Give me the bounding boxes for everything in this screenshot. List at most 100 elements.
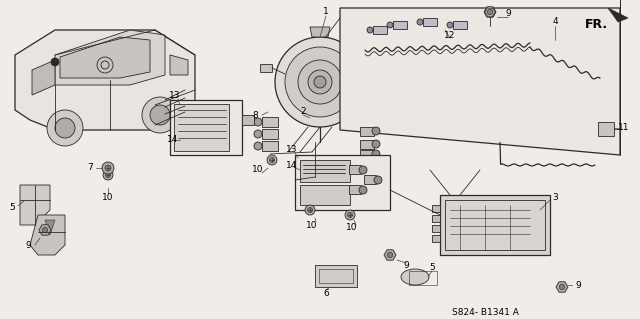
Circle shape (367, 27, 373, 33)
Circle shape (254, 118, 262, 126)
Bar (349, 165, 361, 174)
Bar (170, 100, 242, 155)
Circle shape (485, 7, 495, 17)
Circle shape (417, 19, 423, 25)
Text: 12: 12 (444, 31, 456, 40)
Text: 13: 13 (286, 145, 298, 154)
Text: 9: 9 (505, 10, 511, 19)
Bar (432, 215, 440, 222)
Circle shape (142, 97, 178, 133)
Circle shape (254, 130, 262, 138)
Polygon shape (45, 220, 55, 235)
Text: 10: 10 (102, 194, 114, 203)
Circle shape (387, 252, 393, 258)
Text: 5: 5 (429, 263, 435, 271)
Circle shape (372, 127, 380, 135)
Circle shape (269, 158, 275, 162)
Bar (349, 185, 361, 194)
Text: 10: 10 (252, 166, 264, 174)
Circle shape (359, 186, 367, 194)
Circle shape (372, 150, 380, 158)
Bar (300, 185, 350, 205)
Text: 9: 9 (25, 241, 31, 249)
Bar (432, 235, 440, 242)
Text: 2: 2 (300, 108, 306, 116)
Text: 10: 10 (346, 224, 358, 233)
Bar (364, 175, 376, 184)
Circle shape (314, 76, 326, 88)
Bar (300, 160, 350, 182)
Text: 13: 13 (169, 91, 180, 100)
Bar (373, 26, 387, 34)
Circle shape (102, 162, 114, 174)
Bar (432, 225, 440, 232)
Circle shape (267, 155, 277, 165)
Circle shape (103, 170, 113, 180)
Bar (262, 129, 278, 139)
Circle shape (559, 284, 564, 290)
Text: 14: 14 (286, 160, 298, 169)
Circle shape (51, 58, 59, 66)
Polygon shape (15, 30, 195, 130)
Bar (174, 104, 229, 151)
Circle shape (275, 37, 365, 127)
Text: 14: 14 (167, 136, 179, 145)
Polygon shape (340, 8, 620, 155)
Bar (432, 205, 440, 212)
Circle shape (285, 47, 355, 117)
Polygon shape (310, 27, 330, 37)
Bar (423, 18, 437, 26)
Bar (409, 271, 437, 285)
Bar (453, 21, 467, 29)
Text: 8: 8 (252, 110, 258, 120)
Text: 9: 9 (403, 261, 409, 270)
Circle shape (487, 9, 493, 15)
Circle shape (372, 140, 380, 148)
Bar (242, 115, 254, 125)
Circle shape (345, 210, 355, 220)
Text: 10: 10 (307, 220, 317, 229)
Ellipse shape (401, 269, 429, 285)
Bar (360, 150, 374, 159)
Text: FR.: FR. (585, 18, 608, 31)
Polygon shape (60, 37, 150, 78)
Text: 7: 7 (87, 164, 93, 173)
Bar (360, 127, 374, 136)
Circle shape (307, 207, 312, 212)
Bar (295, 155, 390, 210)
Polygon shape (32, 60, 55, 95)
Bar (262, 117, 278, 127)
Bar (445, 200, 545, 250)
Text: 9: 9 (575, 280, 581, 290)
Circle shape (374, 176, 382, 184)
Bar (393, 21, 407, 29)
Text: S824- B1341 A: S824- B1341 A (452, 308, 519, 317)
Polygon shape (55, 30, 165, 85)
Circle shape (254, 142, 262, 150)
Text: 6: 6 (323, 288, 329, 298)
Circle shape (348, 212, 353, 218)
Bar (598, 122, 614, 136)
Polygon shape (20, 185, 50, 225)
Circle shape (298, 60, 342, 104)
Circle shape (47, 110, 83, 146)
Polygon shape (170, 55, 188, 75)
Text: 11: 11 (618, 123, 630, 132)
Text: 4: 4 (552, 18, 558, 26)
Polygon shape (39, 225, 51, 235)
Polygon shape (30, 215, 65, 255)
Text: 1: 1 (323, 8, 329, 17)
Circle shape (105, 165, 111, 171)
Bar (319, 269, 353, 283)
Polygon shape (384, 250, 396, 260)
Text: 3: 3 (552, 194, 558, 203)
Circle shape (308, 70, 332, 94)
Polygon shape (484, 7, 496, 17)
Text: 5: 5 (9, 204, 15, 212)
Polygon shape (608, 8, 628, 22)
Circle shape (150, 105, 170, 125)
Circle shape (359, 166, 367, 174)
Bar (260, 64, 272, 72)
Polygon shape (556, 282, 568, 292)
Circle shape (106, 173, 111, 177)
